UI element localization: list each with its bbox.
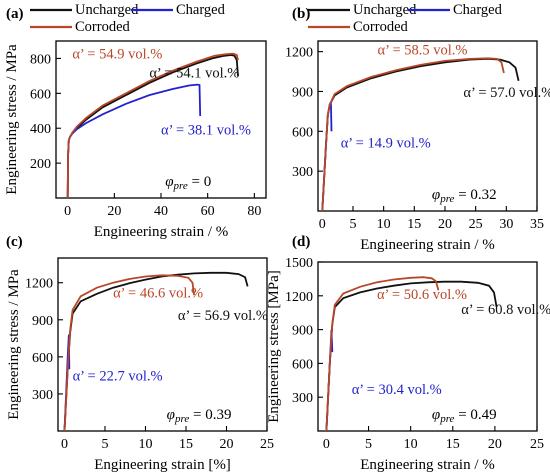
annotation-label: α’ = 58.5 vol.% xyxy=(378,42,468,58)
x-tick-label: 20 xyxy=(219,437,233,452)
panel-label: (d) xyxy=(292,234,310,250)
y-tick-label: 300 xyxy=(292,165,313,180)
panel-label: (a) xyxy=(6,6,24,22)
y-tick-label: 1200 xyxy=(285,46,313,61)
y-tick-label: 800 xyxy=(30,52,51,67)
chart-panel: 0 5 10 15 20 25 300 600 900 1200 Engineering strai… xyxy=(6,234,274,473)
x-axis-label: Engineering strain / % xyxy=(360,237,495,253)
legend-label: Charged xyxy=(176,2,226,18)
x-axis-label: Engineering strain / % xyxy=(94,224,229,240)
y-tick-label: 600 xyxy=(292,125,313,140)
phi-pre-label: φpre = 0.49 xyxy=(432,407,497,425)
x-tick-label: 35 xyxy=(530,217,544,232)
x-tick-label: 30 xyxy=(499,217,513,232)
annotation-label: α’ = 38.1 vol.% xyxy=(161,122,251,138)
annotation-label: α’ = 30.4 vol.% xyxy=(352,382,442,398)
y-tick-label: 1200 xyxy=(25,277,53,292)
annotation-label: α’ = 14.9 vol.% xyxy=(341,135,431,151)
phi-pre-label: φpre = 0.39 xyxy=(167,407,232,425)
x-tick-label: 40 xyxy=(154,204,168,219)
plot-frame xyxy=(317,40,538,212)
panel-label: (c) xyxy=(6,234,23,250)
annotation-label: α’ = 57.0 vol.% xyxy=(463,85,550,101)
legend-label: Uncharged xyxy=(75,2,139,18)
y-tick-label: 1200 xyxy=(285,290,313,305)
x-tick-label: 60 xyxy=(201,204,215,219)
y-tick-label: 600 xyxy=(292,357,313,372)
phi-pre-label: φpre = 0.32 xyxy=(432,187,497,205)
y-axis-label: Engineering stress / MPa xyxy=(6,269,22,420)
annotation-label: α’ = 60.8 vol.% xyxy=(461,302,550,318)
legend-label: Corroded xyxy=(75,19,131,35)
annotation-label: α’ = 50.6 vol.% xyxy=(377,287,467,303)
legend-label: Uncharged xyxy=(353,2,417,18)
x-tick-label: 15 xyxy=(407,217,421,232)
y-tick-label: 900 xyxy=(32,314,53,329)
x-tick-label: 25 xyxy=(469,217,483,232)
x-tick-label: 0 xyxy=(319,217,326,232)
chart-panel: 0 20 40 60 80 200 400 600 800 Engineering strain … xyxy=(4,6,267,240)
phi-pre-label: φpre = 0 xyxy=(165,174,211,192)
y-tick-label: 300 xyxy=(32,388,53,403)
legend-label: Corroded xyxy=(353,19,409,35)
annotation-label: α’ = 54.9 vol.% xyxy=(72,46,162,62)
series-line-corroded xyxy=(63,274,195,431)
y-tick-label: 900 xyxy=(292,85,313,100)
x-tick-label: 15 xyxy=(179,437,193,452)
x-tick-label: 80 xyxy=(247,204,261,219)
y-tick-label: 900 xyxy=(292,324,313,339)
x-tick-label: 0 xyxy=(323,437,330,452)
y-tick-label: 400 xyxy=(30,122,51,137)
x-tick-label: 0 xyxy=(61,437,68,452)
annotation-label: α’ = 54.1 vol.% xyxy=(149,66,239,82)
y-tick-label: 300 xyxy=(292,391,313,406)
x-tick-label: 5 xyxy=(365,437,372,452)
x-tick-label: 10 xyxy=(404,437,418,452)
y-tick-label: 1500 xyxy=(285,256,313,271)
x-tick-label: 5 xyxy=(101,437,108,452)
x-axis-label: Engineering strain [%] xyxy=(94,457,231,473)
series-line-corroded xyxy=(325,276,440,431)
x-tick-label: 25 xyxy=(530,437,544,452)
plot-frame xyxy=(57,257,268,432)
x-tick-label: 20 xyxy=(107,204,121,219)
plot-frame xyxy=(317,261,538,432)
y-tick-label: 600 xyxy=(30,87,51,102)
legend-label: Charged xyxy=(453,2,503,18)
series-line-corroded xyxy=(66,52,239,198)
chart-panel: 0 5 10 15 20 25 30 35 300 600 900 1200 Engineering s… xyxy=(285,6,550,253)
annotation-label: α’ = 46.6 vol.% xyxy=(113,286,203,302)
x-tick-label: 10 xyxy=(138,437,152,452)
x-tick-label: 25 xyxy=(260,437,274,452)
annotation-label: α’ = 22.7 vol.% xyxy=(73,368,163,384)
x-tick-label: 15 xyxy=(446,437,460,452)
y-tick-label: 200 xyxy=(30,157,51,172)
annotation-label: α’ = 56.9 vol.% xyxy=(178,308,268,324)
x-axis-label: Engineering strain / % xyxy=(360,457,495,473)
x-tick-label: 20 xyxy=(488,437,502,452)
y-axis-label: Engineering stress / MPa xyxy=(4,44,20,195)
x-tick-label: 0 xyxy=(64,204,71,219)
x-tick-label: 10 xyxy=(377,217,391,232)
panel-label: (b) xyxy=(292,6,310,22)
series-line-corroded xyxy=(321,57,505,211)
y-tick-label: 600 xyxy=(32,351,53,366)
y-axis-label: Engineering stress [MPa] xyxy=(266,270,282,422)
x-tick-label: 20 xyxy=(438,217,452,232)
x-tick-label: 5 xyxy=(349,217,356,232)
